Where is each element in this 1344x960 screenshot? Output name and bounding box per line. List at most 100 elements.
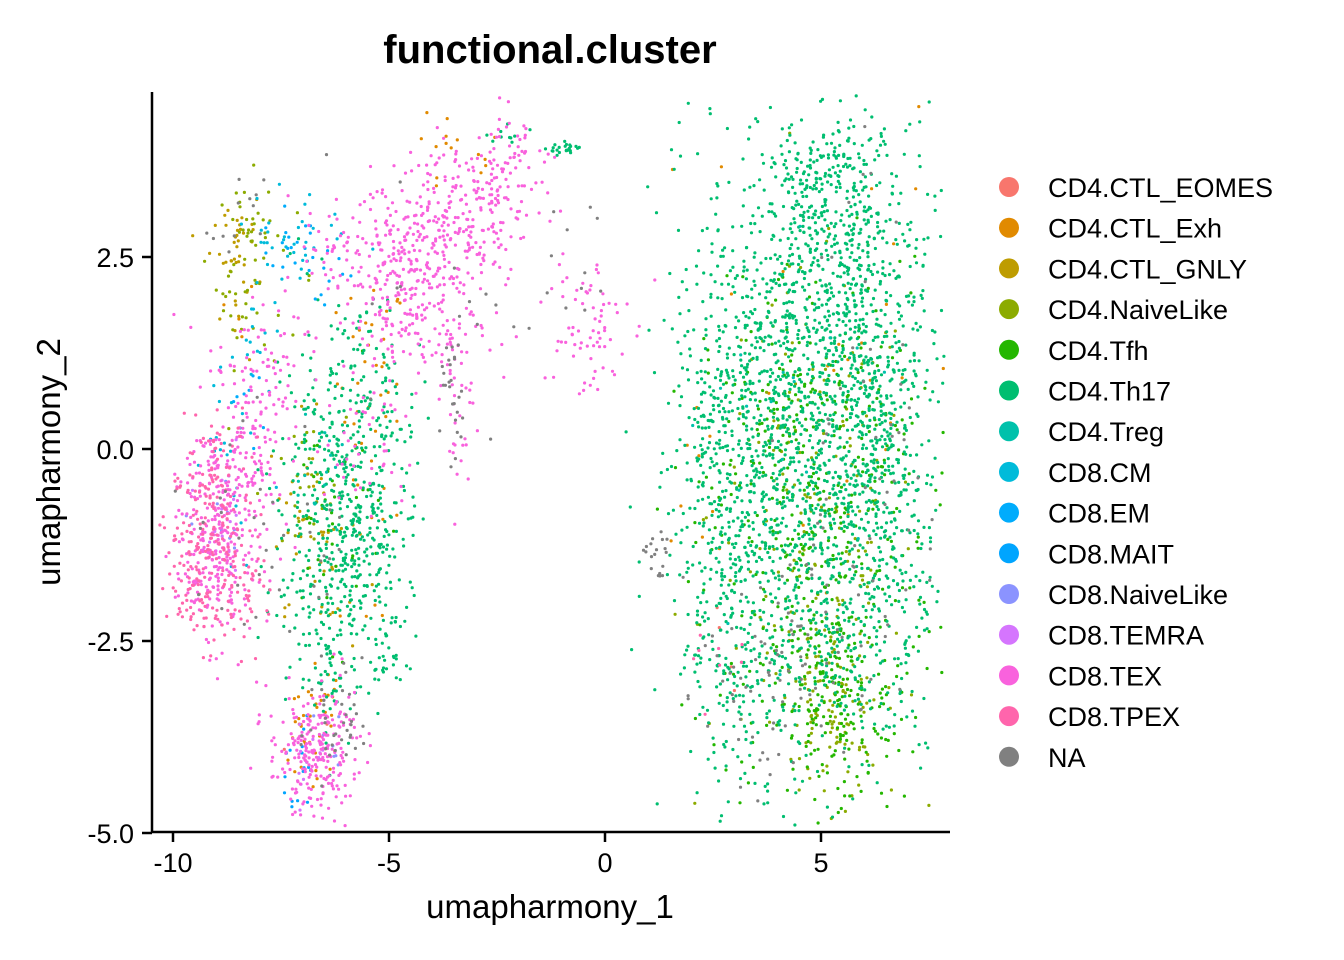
point	[804, 322, 808, 326]
point	[298, 526, 302, 530]
point	[858, 256, 862, 260]
point	[863, 745, 867, 749]
point	[854, 282, 859, 286]
point	[775, 477, 779, 481]
point	[870, 378, 875, 382]
point	[911, 327, 915, 331]
point	[403, 619, 407, 623]
point	[370, 583, 374, 587]
point	[697, 454, 701, 458]
point	[836, 274, 840, 278]
point	[931, 390, 935, 394]
point	[316, 298, 320, 302]
point	[866, 468, 870, 472]
point	[731, 383, 735, 387]
point	[253, 258, 257, 262]
point	[866, 286, 870, 290]
point	[833, 234, 838, 238]
point	[374, 584, 378, 588]
point	[343, 561, 347, 565]
point	[715, 663, 719, 668]
point	[368, 487, 372, 492]
point	[280, 536, 284, 541]
point	[791, 376, 795, 380]
point	[876, 507, 881, 512]
point	[781, 414, 785, 418]
point	[498, 265, 502, 269]
point	[900, 529, 904, 533]
point	[871, 763, 875, 767]
point	[853, 330, 857, 334]
point	[814, 596, 818, 600]
point	[823, 529, 827, 533]
point	[338, 321, 342, 325]
point	[859, 619, 863, 624]
point	[827, 444, 832, 449]
point	[850, 387, 854, 391]
point	[741, 459, 745, 463]
point	[849, 655, 854, 659]
point	[832, 429, 836, 433]
point	[331, 655, 335, 659]
point	[339, 497, 344, 501]
point	[941, 366, 945, 371]
point	[250, 284, 254, 289]
point	[802, 218, 806, 222]
point	[797, 709, 801, 713]
point	[808, 269, 812, 273]
point	[915, 412, 919, 416]
point	[440, 300, 444, 304]
point	[379, 393, 383, 397]
point	[313, 512, 318, 516]
point	[833, 171, 838, 175]
point	[804, 753, 808, 758]
point	[722, 669, 726, 673]
point	[890, 510, 894, 515]
point	[755, 469, 759, 474]
point	[405, 605, 409, 610]
point	[889, 520, 893, 524]
point	[654, 211, 659, 215]
point	[845, 165, 850, 169]
point	[820, 227, 824, 231]
point	[402, 235, 407, 239]
point	[801, 406, 805, 410]
point	[348, 707, 352, 711]
point	[373, 598, 377, 603]
point	[822, 431, 826, 436]
point	[292, 697, 296, 701]
point	[870, 187, 874, 191]
point	[836, 616, 840, 620]
point	[760, 499, 764, 503]
point	[733, 326, 738, 330]
point	[849, 371, 853, 375]
point	[245, 234, 249, 238]
point	[918, 165, 922, 169]
point	[835, 596, 839, 600]
point	[808, 247, 813, 251]
point	[912, 469, 916, 473]
point	[774, 352, 778, 356]
point	[738, 777, 743, 781]
point	[883, 313, 887, 317]
point	[301, 595, 305, 599]
point	[330, 565, 334, 569]
point	[766, 622, 771, 626]
point	[851, 610, 855, 615]
point	[839, 712, 844, 716]
point	[808, 688, 812, 692]
point	[699, 369, 703, 373]
point	[838, 675, 842, 679]
point	[329, 663, 333, 668]
point	[696, 485, 700, 489]
point	[916, 546, 920, 550]
point	[363, 550, 367, 554]
point	[229, 259, 234, 263]
point	[846, 268, 851, 272]
point	[870, 272, 875, 277]
point	[771, 399, 776, 403]
point	[875, 183, 879, 188]
point	[361, 434, 366, 438]
point	[729, 292, 734, 296]
point	[860, 446, 865, 451]
